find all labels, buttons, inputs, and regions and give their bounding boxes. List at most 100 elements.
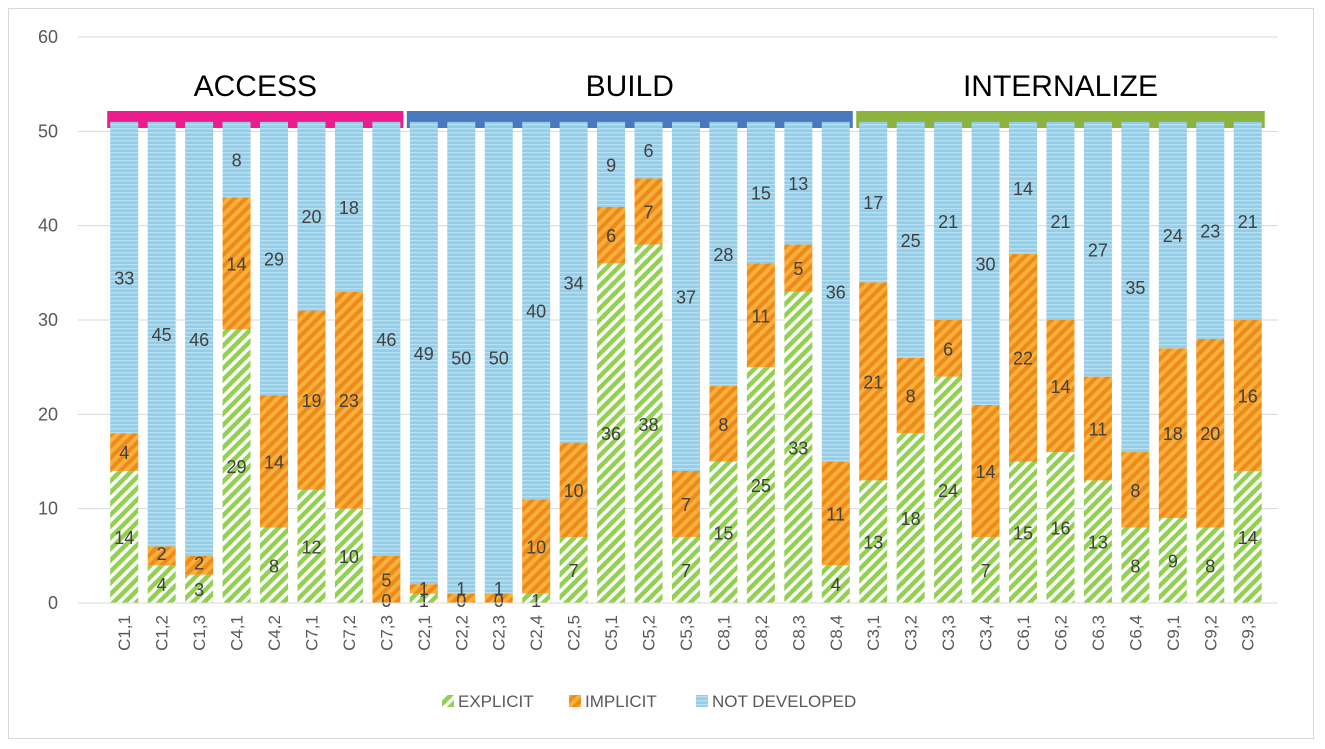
data-label: 11 — [826, 504, 845, 524]
data-label: 7 — [569, 561, 579, 581]
bar-segment-not-developed — [597, 121, 626, 207]
data-label: 25 — [901, 231, 921, 251]
bar-segment-explicit — [1083, 480, 1112, 603]
data-label: 46 — [376, 330, 396, 350]
data-label: 30 — [976, 254, 996, 274]
data-label: 7 — [644, 203, 654, 223]
legend-swatch — [442, 695, 454, 707]
bar-segment-explicit — [709, 461, 738, 603]
bar-segment-implicit — [784, 244, 813, 292]
bar-segment-explicit — [746, 367, 775, 603]
bar-segment-implicit — [1009, 253, 1038, 462]
bar-segment-implicit — [896, 357, 925, 434]
x-tick-label: C6,2 — [1051, 615, 1070, 651]
bar-segment-not-developed — [1121, 121, 1150, 453]
bar-segment-explicit — [559, 536, 588, 603]
bar-segment-explicit — [1233, 470, 1262, 603]
data-label: 29 — [264, 250, 284, 270]
x-tick-label: C4,2 — [265, 615, 284, 651]
bar-segment-explicit — [671, 536, 700, 603]
data-label: 13 — [863, 533, 883, 553]
x-tick-label: C5,2 — [640, 615, 659, 651]
bar-segment-explicit — [1158, 518, 1187, 603]
bar-segment-not-developed — [334, 121, 363, 292]
data-label: 7 — [681, 495, 691, 515]
bar-segment-not-developed — [110, 121, 139, 434]
bar-segment-implicit — [334, 291, 363, 509]
x-tick-label: C8,3 — [789, 615, 808, 651]
data-label: 0 — [494, 591, 504, 611]
group-label: INTERNALIZE — [963, 70, 1158, 103]
x-axis: C1,1 C1,2 C1,3 C4,1 C4,2 C7,1 C7,2 C7,3 C2,1 C2,2… — [78, 602, 1278, 651]
data-label: 23 — [339, 391, 359, 411]
y-tick-label: 40 — [38, 216, 58, 236]
bar-segment-not-developed — [222, 121, 251, 198]
x-tick-label: C2,3 — [490, 615, 509, 651]
y-tick-label: 0 — [48, 593, 58, 613]
bar-segment-implicit — [1158, 348, 1187, 519]
data-label: 49 — [414, 344, 434, 364]
x-tick-label: C7,3 — [377, 615, 396, 651]
legend-label: NOT DEVELOPED — [712, 692, 856, 711]
bar-segment-explicit — [334, 508, 363, 603]
bar-segment-not-developed — [1083, 121, 1112, 377]
x-tick-label: C1,2 — [153, 615, 172, 651]
x-tick-label: C9,3 — [1239, 615, 1258, 651]
bar-segment-not-developed — [1046, 121, 1075, 321]
data-label: 34 — [564, 273, 584, 293]
x-tick-label: C2,2 — [452, 615, 471, 651]
data-label: 35 — [1125, 278, 1145, 298]
data-label: 2 — [194, 553, 204, 573]
bar-segment-not-developed — [709, 121, 738, 387]
bar-segment-implicit — [859, 282, 888, 481]
bar-segment-explicit — [896, 433, 925, 603]
data-label: 13 — [1088, 533, 1108, 553]
data-label: 11 — [1089, 419, 1108, 439]
data-label: 20 — [301, 207, 321, 227]
data-label: 13 — [788, 174, 808, 194]
data-label: 7 — [981, 561, 991, 581]
bar-segment-implicit — [746, 263, 775, 368]
data-label: 27 — [1088, 240, 1108, 260]
bar-segment-not-developed — [934, 121, 963, 321]
data-label: 1 — [419, 579, 429, 599]
x-tick-label: C2,5 — [565, 615, 584, 651]
bar-segment-implicit — [1233, 320, 1262, 471]
data-label: 15 — [713, 523, 733, 543]
data-label: 4 — [119, 443, 129, 463]
data-label: 18 — [339, 198, 359, 218]
data-label: 14 — [114, 528, 134, 548]
x-tick-label: C8,4 — [827, 615, 846, 651]
bar-segment-explicit — [934, 376, 963, 603]
data-label: 10 — [564, 481, 584, 501]
data-label: 45 — [152, 325, 172, 345]
bar-segment-not-developed — [297, 121, 326, 311]
bar-segment-not-developed — [971, 121, 1000, 405]
bar-segment-implicit — [559, 442, 588, 537]
bar-segment-implicit — [971, 404, 1000, 537]
data-label: 10 — [339, 547, 359, 567]
data-label: 37 — [676, 287, 696, 307]
data-label: 14 — [1050, 377, 1070, 397]
bar-segment-explicit — [1196, 527, 1225, 603]
x-tick-label: C3,3 — [939, 615, 958, 651]
data-label: 6 — [943, 339, 953, 359]
bar-segment-implicit — [260, 395, 289, 528]
data-label: 12 — [301, 537, 321, 557]
data-label: 11 — [752, 306, 771, 326]
data-label: 33 — [788, 438, 808, 458]
bar-segment-implicit — [185, 555, 214, 575]
data-label: 20 — [1200, 424, 1220, 444]
x-tick-label: C2,4 — [527, 615, 546, 651]
data-label: 1 — [494, 579, 504, 599]
bar-segment-explicit — [634, 244, 663, 604]
bar-segment-not-developed — [896, 121, 925, 358]
legend-label: EXPLICIT — [458, 692, 534, 711]
data-label: 5 — [793, 259, 803, 279]
bar-segment-implicit — [147, 546, 176, 566]
bar-segment-not-developed — [634, 121, 663, 179]
bar-segment-explicit — [297, 489, 326, 603]
data-label: 16 — [1050, 519, 1070, 539]
bar-segment-implicit — [709, 386, 738, 462]
y-axis: 0 10 20 30 40 50 60 — [38, 27, 58, 613]
